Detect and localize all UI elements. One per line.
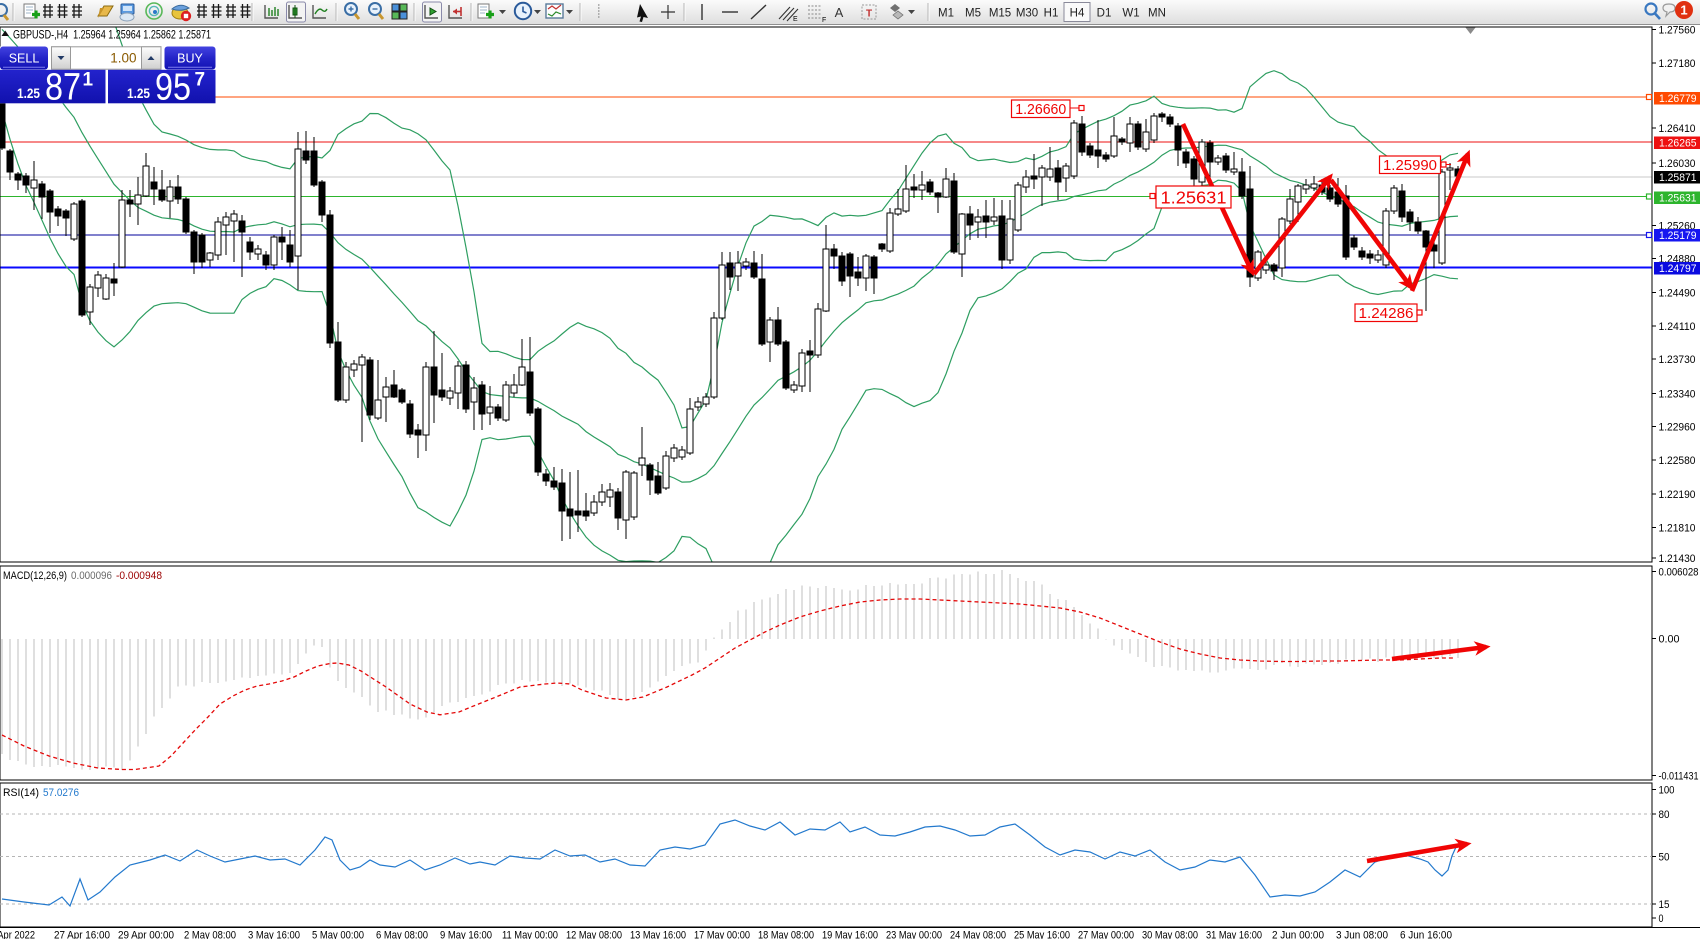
svg-text:12 May 08:00: 12 May 08:00 <box>566 930 622 939</box>
svg-text:W1: W1 <box>1122 8 1139 20</box>
svg-text:M30: M30 <box>1016 8 1038 20</box>
svg-text:1.24490: 1.24490 <box>1659 287 1696 299</box>
svg-text:19 May 16:00: 19 May 16:00 <box>822 930 878 939</box>
svg-text:18 May 08:00: 18 May 08:00 <box>758 930 814 939</box>
svg-text:E: E <box>793 16 798 23</box>
svg-text:1.23730: 1.23730 <box>1659 354 1696 366</box>
svg-text:1.27180: 1.27180 <box>1659 58 1696 70</box>
svg-text:0.006028: 0.006028 <box>1659 566 1699 578</box>
svg-text:27 May 00:00: 27 May 00:00 <box>1078 930 1134 939</box>
svg-text:H1: H1 <box>1044 8 1059 20</box>
svg-text:MN: MN <box>1148 8 1166 20</box>
svg-text:1.26660: 1.26660 <box>1015 102 1066 118</box>
svg-text:1.00: 1.00 <box>110 51 136 66</box>
svg-text:27 Apr 16:00: 27 Apr 16:00 <box>54 930 110 939</box>
svg-text:1.24797: 1.24797 <box>1659 263 1697 275</box>
svg-text:31 May 16:00: 31 May 16:00 <box>1206 930 1262 939</box>
svg-text:13 May 16:00: 13 May 16:00 <box>630 930 686 939</box>
svg-text:1.26265: 1.26265 <box>1659 138 1697 150</box>
svg-text:M5: M5 <box>965 8 981 20</box>
svg-text:1.21430: 1.21430 <box>1659 553 1696 565</box>
svg-text:1.22960: 1.22960 <box>1659 422 1696 434</box>
svg-text:25 May 16:00: 25 May 16:00 <box>1014 930 1070 939</box>
svg-text:-0.000948: -0.000948 <box>116 570 162 582</box>
svg-text:1.25: 1.25 <box>17 85 40 101</box>
svg-text:29 Apr 00:00: 29 Apr 00:00 <box>118 930 174 939</box>
svg-text:11 May 00:00: 11 May 00:00 <box>502 930 558 939</box>
svg-text:1.26779: 1.26779 <box>1659 93 1697 105</box>
svg-text:1.21810: 1.21810 <box>1659 522 1696 534</box>
svg-text:1.25631: 1.25631 <box>1659 193 1697 205</box>
svg-text:1.26030: 1.26030 <box>1659 158 1696 170</box>
svg-text:1.25179: 1.25179 <box>1659 230 1697 242</box>
svg-text:1.26410: 1.26410 <box>1659 123 1696 135</box>
svg-text:A: A <box>835 5 844 20</box>
svg-text:SELL: SELL <box>9 52 40 66</box>
svg-text:M15: M15 <box>989 8 1011 20</box>
svg-text:T: T <box>866 9 872 20</box>
svg-text:3 Jun 08:00: 3 Jun 08:00 <box>1336 930 1388 939</box>
svg-text:80: 80 <box>1659 809 1670 821</box>
svg-text:1.24286: 1.24286 <box>1359 306 1414 322</box>
svg-text:1.22580: 1.22580 <box>1659 455 1696 467</box>
svg-text:1.23340: 1.23340 <box>1659 388 1696 400</box>
svg-text:1.25990: 1.25990 <box>1383 158 1437 174</box>
svg-text:GBPUSD-,H4 1.25964 1.25964 1.: GBPUSD-,H4 1.25964 1.25964 1.25862 1.258… <box>13 28 211 42</box>
svg-text:H4: H4 <box>1070 8 1085 20</box>
svg-text:0.000096: 0.000096 <box>71 570 112 582</box>
svg-text:F: F <box>822 17 826 24</box>
svg-text:7: 7 <box>195 70 206 91</box>
svg-text:1: 1 <box>1680 3 1687 18</box>
svg-text:9 May 16:00: 9 May 16:00 <box>440 930 492 939</box>
svg-text:0: 0 <box>1659 913 1664 925</box>
svg-text:1.25: 1.25 <box>127 85 150 101</box>
svg-text:2 Jun 00:00: 2 Jun 00:00 <box>1272 930 1324 939</box>
svg-text:0.00: 0.00 <box>1659 633 1680 645</box>
svg-text:1.25631: 1.25631 <box>1161 187 1227 207</box>
svg-text:2 May 08:00: 2 May 08:00 <box>184 930 236 939</box>
svg-text:1.24110: 1.24110 <box>1659 321 1696 333</box>
svg-text:1.27560: 1.27560 <box>1659 24 1696 36</box>
svg-text:1.22190: 1.22190 <box>1659 489 1696 501</box>
svg-text:57.0276: 57.0276 <box>43 787 79 799</box>
svg-text:MACD(12,26,9): MACD(12,26,9) <box>3 570 67 582</box>
svg-text:1: 1 <box>83 70 94 91</box>
svg-text:24 May 08:00: 24 May 08:00 <box>950 930 1006 939</box>
svg-text:-0.011431: -0.011431 <box>1659 770 1699 782</box>
svg-text:3 May 16:00: 3 May 16:00 <box>248 930 300 939</box>
svg-text:17 May 00:00: 17 May 00:00 <box>694 930 750 939</box>
svg-text:RSI(14): RSI(14) <box>3 787 39 799</box>
svg-text:23 May 00:00: 23 May 00:00 <box>886 930 942 939</box>
svg-text:50: 50 <box>1659 851 1670 863</box>
svg-text:M1: M1 <box>938 8 954 20</box>
svg-text:100: 100 <box>1659 784 1675 796</box>
svg-text:25 Apr 2022: 25 Apr 2022 <box>0 930 35 939</box>
svg-text:BUY: BUY <box>177 52 203 66</box>
svg-text:95: 95 <box>155 67 191 109</box>
svg-text:6 Jun 16:00: 6 Jun 16:00 <box>1400 930 1452 939</box>
svg-text:87: 87 <box>45 67 81 109</box>
svg-text:5 May 00:00: 5 May 00:00 <box>312 930 364 939</box>
svg-text:15: 15 <box>1659 899 1670 911</box>
svg-text:D1: D1 <box>1097 8 1112 20</box>
svg-text:30 May 08:00: 30 May 08:00 <box>1142 930 1198 939</box>
svg-text:1.25871: 1.25871 <box>1659 172 1697 184</box>
svg-text:6 May 08:00: 6 May 08:00 <box>376 930 428 939</box>
